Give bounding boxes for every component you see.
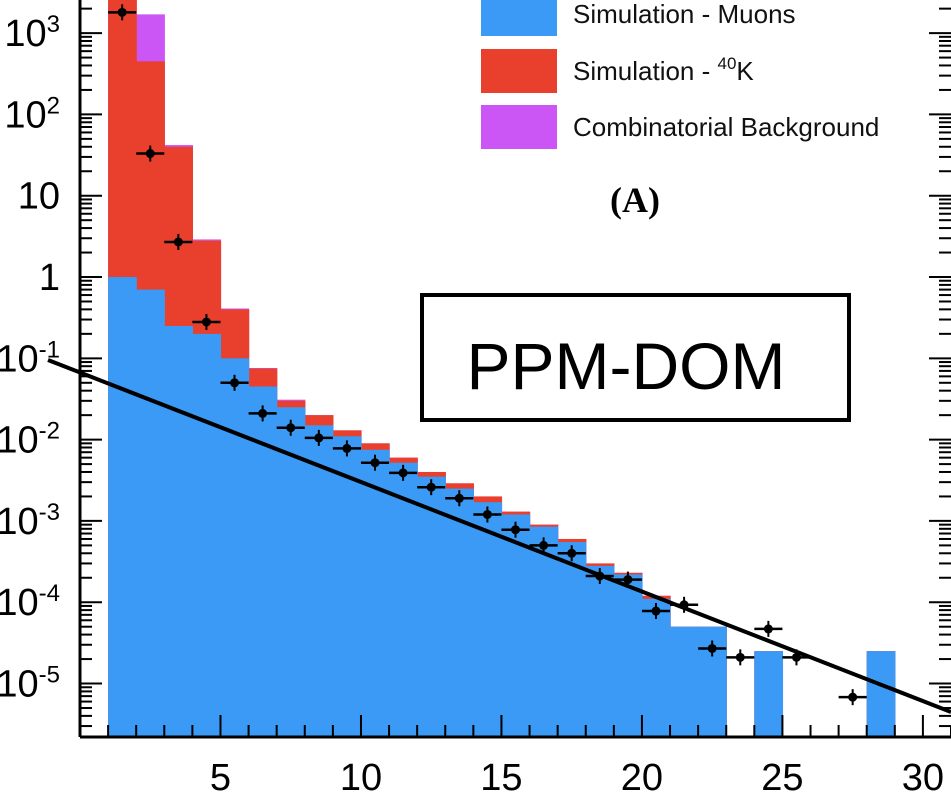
ppm-dom-label: PPM-DOM	[467, 329, 786, 403]
legend-swatch-1	[481, 49, 557, 93]
data-point-2	[173, 237, 183, 247]
y-tick-label-4: 10-1	[0, 336, 60, 380]
bar-simulation-muons-bin-16	[529, 526, 559, 737]
data-point-22	[735, 652, 745, 662]
data-point-23	[763, 624, 773, 634]
data-point-7	[314, 433, 324, 443]
bar-simulation-muons-bin-9	[332, 436, 362, 737]
legend-label-1: Simulation - 40K	[573, 54, 754, 86]
bar-simulation-muons-bin-12	[417, 476, 446, 737]
panel-label: (A)	[610, 180, 660, 220]
x-tick-label-20: 20	[621, 757, 663, 799]
bar-simulation-muons-bin-17	[557, 542, 587, 737]
data-point-18	[623, 575, 633, 585]
data-point-13	[482, 509, 492, 519]
data-point-19	[651, 606, 661, 616]
bar-simulation-muons-bin-11	[389, 462, 418, 737]
data-point-10	[398, 468, 408, 478]
bar-simulation-muons-bin-20	[641, 598, 671, 737]
y-tick-label-8: 10-5	[0, 662, 60, 706]
data-point-24	[791, 652, 801, 662]
x-tick-label-10: 10	[340, 757, 382, 799]
bar-simulation-muons-bin-13	[445, 488, 474, 737]
data-point-6	[286, 423, 296, 433]
legend-swatch-2	[481, 105, 557, 149]
data-point-16	[567, 548, 577, 558]
bar-simulation-muons-bin-8	[304, 425, 334, 737]
x-tick-label-15: 15	[480, 757, 522, 799]
bar-simulation-muons-bin-18	[585, 565, 615, 737]
bar-simulation-muons-bin-14	[473, 502, 503, 737]
fit-line	[47, 358, 951, 714]
bar-simulation-muons-bin-4	[192, 333, 222, 737]
data-point-8	[342, 443, 352, 453]
bar-simulation-muons-bin-21	[670, 626, 699, 737]
bar-simulation-muons-bin-2	[136, 289, 165, 737]
y-tick-label-2: 10	[18, 176, 60, 218]
bar-simulation-muons-bin-7	[276, 407, 306, 737]
histogram-bars	[108, 0, 896, 738]
data-point-21	[707, 643, 717, 653]
y-tick-label-0: 103	[4, 11, 60, 55]
x-tick-label-5: 5	[210, 757, 231, 799]
data-point-0	[117, 7, 127, 17]
x-tick-label-25: 25	[761, 757, 803, 799]
legend: Simulation - Muons Simulation - 40K Combin…	[481, 0, 879, 149]
data-point-11	[426, 482, 436, 492]
y-tick-label-5: 10-2	[0, 418, 60, 462]
bar-simulation-muons-bin-19	[613, 574, 643, 737]
bar-simulation-muons-bin-28	[866, 651, 896, 737]
fit-line-segment	[47, 358, 951, 714]
data-point-9	[370, 458, 380, 468]
bar-simulation-muons-bin-10	[360, 449, 390, 737]
data-point-14	[511, 525, 520, 535]
legend-label-2: Combinatorial Background	[573, 112, 879, 142]
bar-simulation-muons-bin-5	[220, 358, 250, 737]
data-point-12	[454, 493, 464, 503]
ppm-dom-box-frame	[420, 293, 851, 422]
ppm-dom-box: PPM-DOM	[420, 293, 851, 422]
data-point-25	[848, 692, 858, 702]
data-point-15	[539, 540, 549, 550]
y-tick-label-3: 1	[39, 257, 60, 299]
bar-simulation-muons-bin-15	[501, 514, 531, 737]
data-point-3	[201, 317, 211, 327]
data-point-1	[145, 149, 155, 159]
y-tick-label-6: 10-3	[0, 499, 60, 543]
x-tick-label-30: 30	[902, 757, 944, 799]
legend-label-0: Simulation - Muons	[573, 0, 796, 29]
bar-simulation-muons-bin-24	[754, 651, 784, 737]
legend-swatch-0	[481, 0, 557, 36]
bar-simulation-muons-bin-3	[164, 325, 193, 737]
y-tick-label-7: 10-4	[0, 580, 60, 624]
y-tick-label-1: 102	[4, 92, 60, 136]
data-point-4	[230, 378, 240, 388]
data-point-5	[258, 408, 268, 418]
bar-simulation-muons-bin-1	[108, 277, 137, 737]
